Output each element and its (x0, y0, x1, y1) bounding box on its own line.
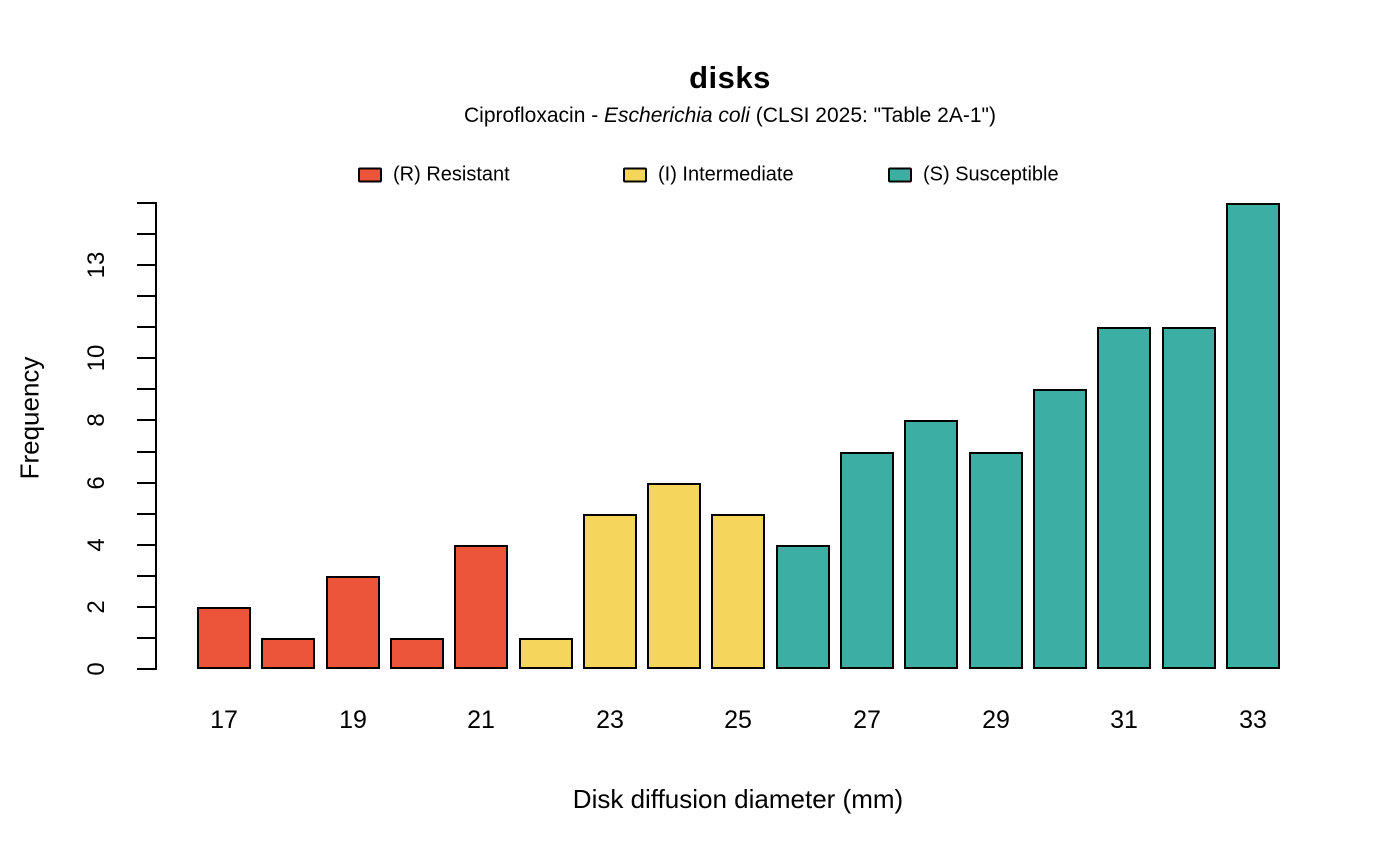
x-axis-title: Disk diffusion diameter (mm) (572, 784, 904, 814)
bar-17mm (197, 607, 251, 669)
y-axis-tick-label: 13 (83, 251, 110, 279)
y-axis-title: Frequency (14, 356, 45, 480)
legend-label-resistant: (R) Resistant (393, 163, 510, 186)
x-axis-tick-label: 27 (853, 706, 881, 734)
legend-label-susceptible: (S) Susceptible (923, 163, 1059, 186)
y-axis-tick-label: 0 (83, 662, 110, 676)
subtitle-prefix: Ciprofloxacin - (463, 104, 605, 127)
y-axis-tick (137, 295, 157, 298)
chart-title: disks (689, 60, 771, 95)
legend-item-susceptible: (S) Susceptible (888, 164, 1059, 187)
y-axis-tick (137, 326, 157, 329)
bar-25mm (711, 514, 765, 669)
legend-item-intermediate: (I) Intermediate (623, 164, 794, 187)
bar-27mm (840, 452, 894, 669)
y-axis-tick (137, 512, 157, 515)
legend-label-intermediate: (I) Intermediate (658, 163, 794, 186)
y-axis-tick (137, 357, 157, 360)
bar-21mm (454, 545, 508, 669)
y-axis-tick (137, 605, 157, 608)
y-axis-tick (137, 388, 157, 391)
bar-22mm (519, 638, 573, 669)
bar-31mm (1097, 327, 1151, 669)
bar-19mm (326, 576, 380, 669)
bar-23mm (583, 514, 637, 669)
x-axis-tick-label: 17 (210, 706, 238, 734)
y-axis-tick (137, 636, 157, 639)
x-axis-tick-label: 33 (1239, 706, 1267, 734)
y-axis-tick-label: 4 (83, 538, 110, 552)
legend-swatch-susceptible (888, 167, 912, 183)
legend-swatch-intermediate (623, 167, 647, 183)
x-axis-tick-label: 25 (724, 706, 752, 734)
legend-swatch-resistant (358, 167, 382, 183)
chart-subtitle: Ciprofloxacin - Escherichia coli (CLSI 2… (0, 104, 1400, 128)
bar-32mm (1162, 327, 1216, 669)
subtitle-suffix: (CLSI 2025: "Table 2A-1") (749, 104, 996, 127)
bar-26mm (776, 545, 830, 669)
y-axis-tick (137, 543, 157, 546)
x-axis-tick-label: 19 (339, 706, 367, 734)
y-axis-tick (137, 450, 157, 453)
y-axis-tick-label: 8 (83, 413, 110, 428)
y-axis-tick (137, 233, 157, 236)
y-axis-tick (137, 264, 157, 267)
y-axis-tick (137, 574, 157, 577)
y-axis-line (155, 203, 157, 669)
bar-28mm (904, 420, 958, 669)
y-axis-tick (137, 481, 157, 484)
bar-24mm (647, 483, 701, 669)
y-axis-tick-label: 6 (83, 475, 110, 490)
bar-29mm (969, 452, 1023, 669)
bar-20mm (390, 638, 444, 669)
y-axis-tick-label: 10 (83, 344, 110, 372)
y-axis-tick (137, 201, 157, 204)
x-axis-tick-label: 23 (596, 706, 624, 734)
legend-item-resistant: (R) Resistant (358, 164, 510, 187)
x-axis-tick-label: 21 (467, 706, 495, 734)
x-axis-tick-label: 29 (982, 706, 1010, 734)
bar-30mm (1033, 389, 1087, 669)
y-axis-tick (137, 419, 157, 422)
y-axis-tick (137, 668, 157, 670)
bar-33mm (1226, 203, 1280, 669)
bar-18mm (261, 638, 315, 669)
subtitle-organism: Escherichia coli (604, 104, 750, 127)
y-axis-tick-label: 2 (83, 600, 110, 614)
x-axis-tick-label: 31 (1110, 706, 1138, 734)
